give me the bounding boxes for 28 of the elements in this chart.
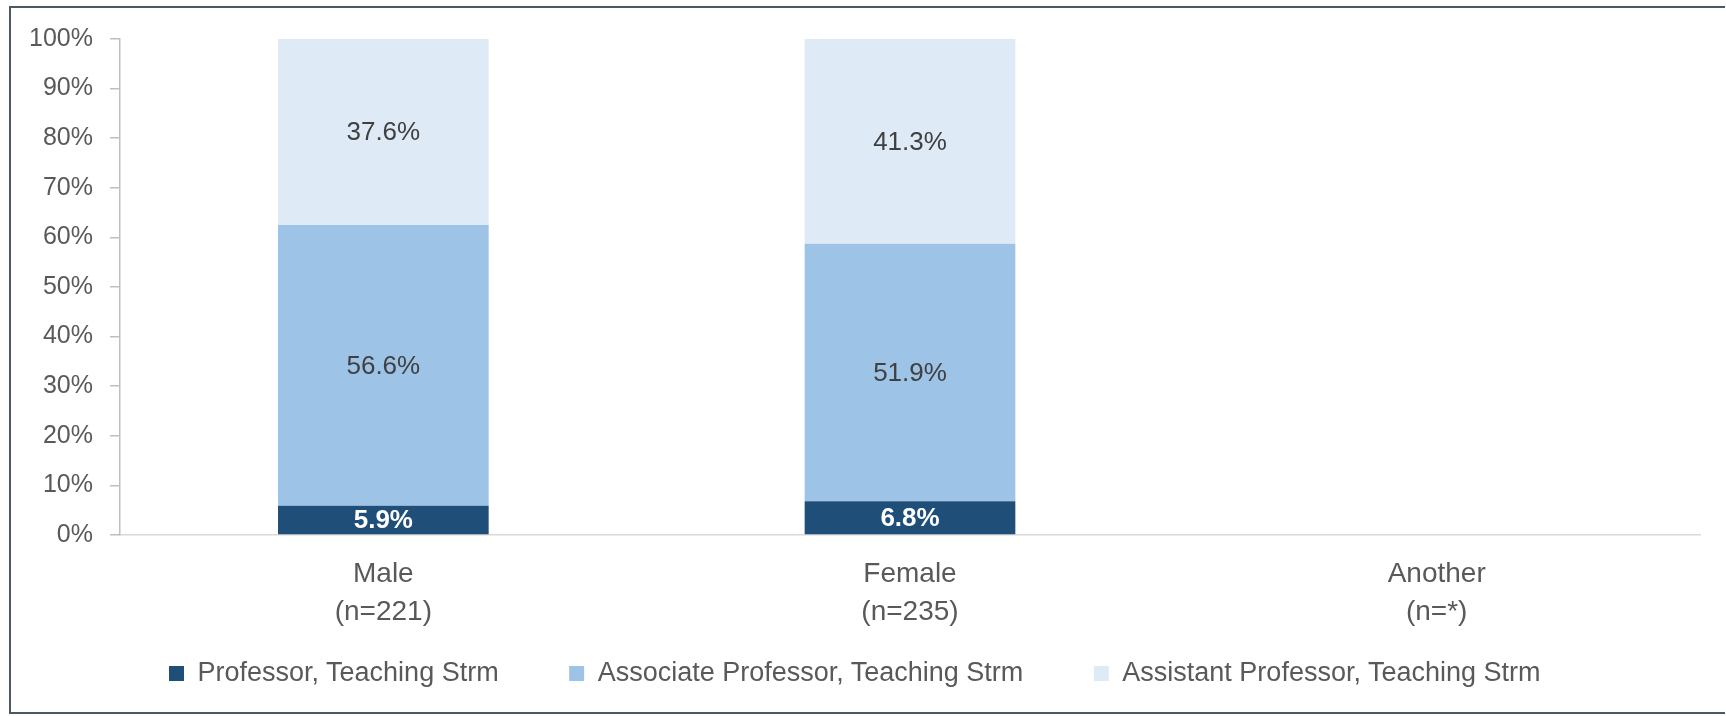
bar [804, 39, 1016, 244]
y-tick-label: 10% [42, 469, 93, 498]
data-label: 56.6% [346, 349, 421, 380]
data-label: 41.3% [873, 125, 947, 156]
y-tick-label: 0% [56, 518, 93, 547]
bar [278, 225, 489, 506]
y-tick-label: 90% [42, 72, 93, 101]
y-tick-label: 70% [42, 171, 93, 200]
x-tick-label: Male (n=221) [334, 556, 432, 626]
y-tick-label: 60% [42, 221, 93, 250]
y-tick-label: 80% [42, 122, 93, 151]
legend-label: Associate Professor, Teaching Strm [597, 656, 1024, 687]
x-tick-label: Another (n=*) [1387, 556, 1486, 626]
legend-label: Assistant Professor, Teaching Strm [1122, 656, 1541, 687]
data-label: 37.6% [346, 115, 421, 146]
bar [804, 243, 1016, 502]
data-label: 5.9% [353, 504, 413, 535]
data-label: 51.9% [873, 356, 947, 387]
data-label: 6.8% [880, 501, 940, 532]
y-tick-label: 100% [29, 22, 93, 51]
y-tick-label: 30% [42, 370, 93, 399]
y-tick-label: 20% [42, 419, 93, 448]
y-tick-label: 40% [42, 320, 93, 349]
x-tick-label: Female (n=235) [861, 556, 959, 626]
bar [278, 39, 489, 225]
y-tick-label: 50% [42, 270, 93, 299]
bar [804, 501, 1016, 535]
legend-label: Professor, Teaching Strm [197, 656, 499, 687]
